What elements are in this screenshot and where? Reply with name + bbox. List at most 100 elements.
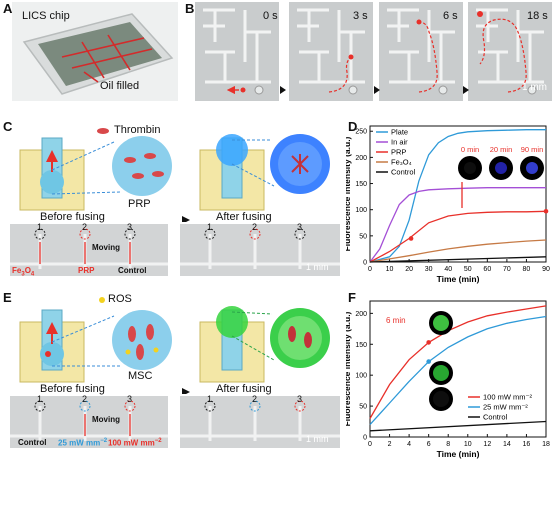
y-tick-label: 150: [355, 181, 367, 188]
c-fe-sub: 3: [21, 271, 25, 278]
panel-b-letter: B: [185, 1, 195, 16]
e-num-3: 3: [127, 394, 133, 404]
y-tick-label: 150: [355, 342, 367, 349]
x-tick-label: 90: [542, 266, 550, 273]
c-num-3b: 3: [297, 222, 303, 232]
legend-label-3: Fe₃O₄: [391, 158, 412, 167]
c-prp: PRP: [78, 266, 95, 275]
e-mw100-exp: −2: [154, 438, 162, 444]
inset-label-1: 20 min: [490, 145, 513, 154]
x-tick-label: 20: [405, 266, 413, 273]
e-mw100-text: 100 mW mm: [108, 438, 155, 448]
x-tick-label: 12: [483, 441, 491, 448]
e-num-1: 1: [37, 394, 43, 404]
chip-photo: LICS chip Oil filled: [12, 2, 178, 101]
x-tick-label: 6: [427, 441, 431, 448]
legend-label-1: 25 mW mm⁻²: [483, 403, 528, 412]
legend-label-2: PRP: [391, 148, 406, 157]
time-3s: 3 s: [353, 10, 368, 22]
y-tick-label: 200: [355, 311, 367, 318]
maze-frame-1: [195, 2, 279, 101]
x-tick-label: 14: [503, 441, 511, 448]
after-fusing-e: After fusing: [216, 383, 272, 395]
c-fe-sub2: 4: [30, 271, 35, 278]
y-tick-label: 200: [355, 155, 367, 162]
e-num-1b: 1: [207, 394, 213, 404]
inset-label-f: 6 min: [386, 316, 406, 325]
x-tick-label: 16: [523, 441, 531, 448]
inset-glow-f-2: [433, 391, 449, 407]
marker-1: [426, 359, 431, 364]
y-tick-label: 100: [355, 373, 367, 380]
x-tick-label: 30: [425, 266, 433, 273]
marker-0: [408, 236, 414, 241]
legend-label-0: 100 mW mm⁻²: [483, 393, 532, 402]
inset-glow-1: [495, 162, 507, 174]
time-0s: 0 s: [263, 10, 278, 22]
time-18s: 18 s: [527, 10, 548, 22]
x-tick-label: 60: [483, 266, 491, 273]
before-fusing-c: Before fusing: [40, 211, 105, 223]
inset-glow-0: [464, 162, 476, 174]
c-num-3: 3: [127, 222, 133, 232]
inset-label-0: 0 min: [461, 145, 479, 154]
inset-glow-f-1: [433, 365, 449, 381]
c-num-2: 2: [82, 222, 88, 232]
x-tick-label: 4: [407, 441, 411, 448]
c-num-1: 1: [37, 222, 43, 232]
panel-c-microscopy: [10, 224, 340, 276]
y-tick-label: 50: [359, 233, 367, 240]
c-num-2b: 2: [252, 222, 258, 232]
y-tick-label: 0: [363, 435, 367, 442]
c-control: Control: [118, 266, 147, 275]
y-tick-label: 100: [355, 207, 367, 214]
x-tick-label: 18: [542, 441, 550, 448]
series-line-1: [369, 187, 546, 263]
y-tick-label: 250: [355, 129, 367, 136]
x-axis-label: Time (min): [437, 449, 480, 459]
x-tick-label: 80: [523, 266, 531, 273]
plot-frame: [369, 125, 547, 263]
panel-e-microscopy: [10, 396, 340, 448]
plot-frame: [369, 300, 547, 438]
c-fe-o: O: [24, 266, 31, 275]
panel-e-letter: E: [3, 290, 12, 305]
msc-label: MSC: [128, 370, 153, 382]
chart-d: 0 10 20 30 40 50 60 70 80 90 0 50 100 150 200 250 Time (…: [346, 125, 550, 284]
inset-glow-2: [526, 162, 538, 174]
y-tick-label: 0: [363, 260, 367, 267]
e-num-2: 2: [82, 394, 88, 404]
y-axis-label: Fluorescence intensity (a.u.): [346, 136, 352, 251]
e-mw100: 100 mW mm−2: [108, 438, 162, 448]
chip-drawing: [22, 13, 174, 95]
series-line-0: [369, 305, 547, 419]
series-line-3: [369, 239, 547, 263]
e-num-2b: 2: [252, 394, 258, 404]
panel-a-letter: A: [3, 1, 13, 16]
x-tick-label: 70: [503, 266, 511, 273]
chip-label: LICS chip: [22, 10, 70, 22]
legend-label-2: Control: [483, 413, 508, 422]
series-line-4: [369, 256, 547, 263]
y-axis-label: Fluorescence intensity (a.u.): [346, 311, 352, 426]
inset-glow-f-0: [433, 315, 449, 331]
thrombin-label: Thrombin: [114, 124, 161, 136]
panel-c-schematic: [19, 128, 330, 222]
after-fusing-c: After fusing: [216, 211, 272, 223]
maze-frame-2: [289, 2, 373, 101]
e-num-3b: 3: [297, 394, 303, 404]
series-line-1: [369, 315, 547, 426]
marker-1: [543, 208, 549, 214]
legend-label-4: Control: [391, 168, 416, 177]
maze-frame-4: [468, 2, 552, 101]
x-tick-label: 2: [388, 441, 392, 448]
x-axis-label: Time (min): [437, 274, 480, 284]
series-line-0: [369, 129, 546, 263]
before-fusing-e: Before fusing: [40, 383, 105, 395]
y-tick-label: 50: [359, 404, 367, 411]
panel-c-letter: C: [3, 119, 13, 134]
series-line-2: [369, 210, 547, 263]
e-mw25-exp: −2: [100, 438, 108, 444]
x-tick-label: 0: [368, 441, 372, 448]
maze-frame-3: [379, 2, 463, 101]
